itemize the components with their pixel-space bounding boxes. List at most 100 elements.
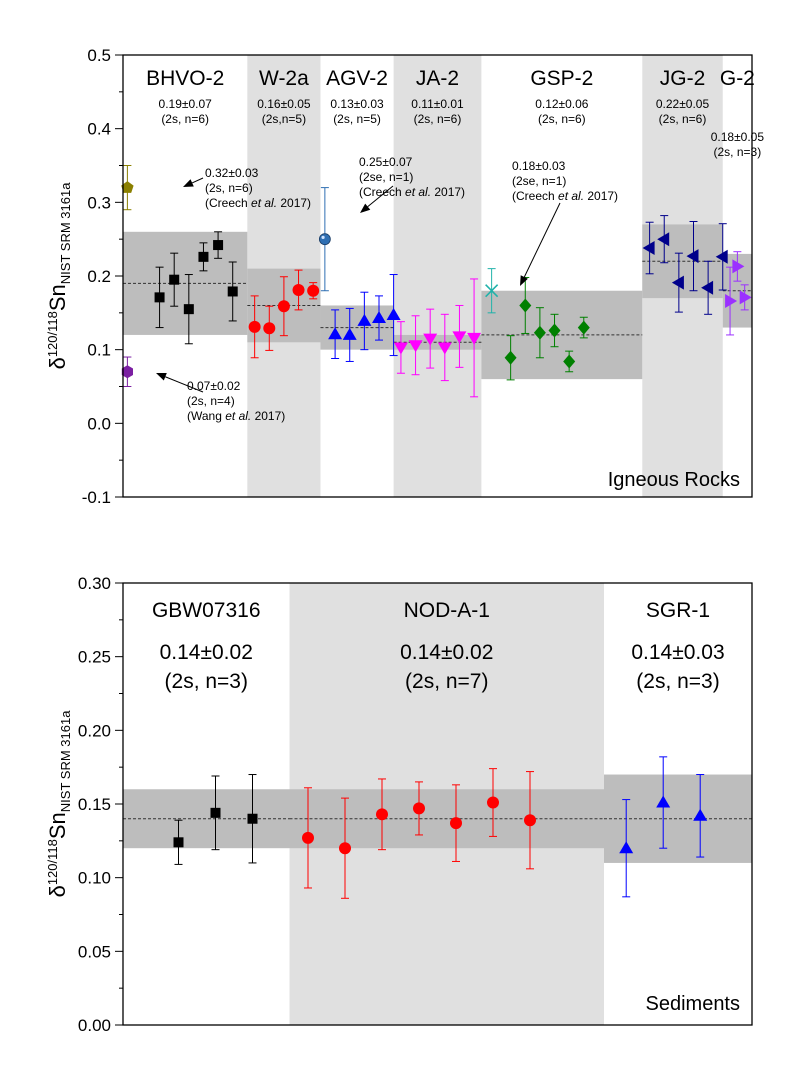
group-name-0: GBW07316 — [152, 599, 261, 622]
reference-citation-3: (Creech et al. 2017) — [512, 189, 618, 203]
y-tick-label-6: 0.30 — [78, 574, 111, 593]
group-mean-label-4: 0.12±0.06 — [535, 97, 589, 111]
reference-label-2-1: (2se, n=1) — [359, 170, 413, 184]
data-point-4-3 — [548, 323, 561, 338]
reference-arrow-2-shaft — [367, 185, 394, 208]
y-tick-label-4: 0.20 — [78, 721, 111, 740]
reference-arrow-3-head — [520, 275, 528, 286]
group-background-3 — [393, 55, 482, 497]
y-label-superscript: 120/118 — [45, 839, 60, 885]
data-point-4-4 — [563, 354, 576, 369]
y-label-main: Sn — [45, 812, 70, 839]
reference-arrow-2-head — [360, 203, 371, 213]
data-point-1-2 — [376, 808, 388, 821]
y-axis-label: δ120/118SnNIST SRM 3161a — [45, 710, 73, 898]
citation-pre: (Creech — [205, 196, 251, 210]
y-tick-label-3: 0.15 — [78, 795, 111, 814]
y-label-subscript: NIST SRM 3161a — [58, 182, 73, 284]
group-stat-label-2: (2s, n=3) — [636, 670, 719, 693]
data-point-1-0 — [248, 320, 261, 333]
data-point-5-5 — [715, 249, 728, 264]
group-name-1: NOD-A-1 — [404, 599, 490, 622]
data-point-1-3 — [413, 802, 425, 815]
data-point-3-2 — [423, 333, 438, 346]
data-point-1-2 — [277, 300, 290, 313]
group-stat-label-5: (2s, n=6) — [659, 112, 707, 126]
data-point-3-3 — [437, 342, 452, 355]
group-name-3: JA-2 — [416, 67, 459, 90]
y-label-subscript: NIST SRM 3161a — [58, 710, 73, 812]
y-tick-label-0: -0.1 — [82, 488, 111, 507]
data-point-6-2 — [739, 290, 752, 305]
reference-point-2-highlight — [321, 235, 325, 239]
data-point-1-6 — [524, 814, 536, 827]
data-point-3-4 — [452, 331, 467, 344]
y-tick-label-3: 0.2 — [87, 267, 111, 286]
reference-arrow-3 — [520, 202, 561, 286]
citation-post: 2017) — [277, 196, 311, 210]
y-tick-label-2: 0.1 — [87, 341, 111, 360]
reference-citation-0: (Creech et al. 2017) — [205, 196, 311, 210]
data-point-2-1 — [656, 795, 671, 808]
y-tick-label-6: 0.5 — [87, 46, 111, 65]
reference-label-0-1: (2s, n=6) — [205, 181, 253, 195]
data-point-1-1 — [263, 322, 276, 335]
reference-arrow-0 — [183, 177, 204, 187]
group-stat-label-0: (2s, n=3) — [165, 670, 248, 693]
data-point-6-1 — [732, 259, 745, 274]
citation-em: et al. — [558, 189, 584, 203]
y-tick-label-5: 0.4 — [87, 120, 111, 139]
group-mean-label-2: 0.14±0.03 — [631, 641, 724, 664]
group-name-2: AGV-2 — [326, 67, 388, 90]
y-label-prefix: δ — [45, 357, 70, 369]
data-point-1-4 — [450, 817, 462, 830]
group-name-6: G-2 — [720, 67, 755, 90]
reference-arrow-0-head — [183, 179, 194, 187]
y-tick-label-0: 0.00 — [78, 1016, 111, 1035]
reference-arrow-1 — [156, 373, 204, 393]
data-point-1-1 — [339, 842, 351, 855]
data-point-5-3 — [686, 249, 699, 264]
reference-label-2-0: 0.25±0.07 — [359, 155, 413, 169]
data-point-2-1 — [342, 327, 357, 340]
group-mean-label-2: 0.13±0.03 — [330, 97, 384, 111]
y-label-prefix: δ — [45, 885, 70, 897]
y-tick-label-1: 0.05 — [78, 942, 111, 961]
data-point-4-2 — [533, 325, 546, 340]
group-name-4: GSP-2 — [530, 67, 593, 90]
data-point-0-3 — [198, 251, 209, 262]
data-point-4-5 — [577, 320, 590, 335]
data-point-2-2 — [357, 313, 372, 326]
panel-label: Igneous Rocks — [608, 469, 740, 491]
reference-citation-1: (Wang et al. 2017) — [187, 409, 285, 423]
data-point-1-3 — [292, 283, 305, 296]
reference-label-1-1: (2s, n=4) — [187, 394, 235, 408]
data-point-2-3 — [372, 311, 386, 323]
data-point-4-1 — [519, 298, 532, 313]
data-point-4-0 — [504, 350, 517, 365]
y-tick-label-5: 0.25 — [78, 648, 111, 667]
group-stat-label-0: (2s, n=6) — [161, 112, 209, 126]
group-name-0: BHVO-2 — [146, 67, 224, 90]
reference-arrow-3-shaft — [523, 202, 561, 278]
reference-arrow-2 — [360, 185, 394, 213]
data-point-0-2 — [247, 813, 258, 824]
data-point-0-1 — [169, 274, 180, 285]
y-label-superscript: 120/118 — [45, 311, 60, 357]
y-tick-label-2: 0.10 — [78, 869, 111, 888]
data-point-1-4 — [307, 284, 320, 297]
reference-point-3-stroke-b — [485, 284, 499, 298]
igneous-rocks-panel: BHVO-20.19±0.07(2s, n=6)W-2a0.16±0.05(2s… — [45, 46, 764, 507]
data-point-0-0 — [154, 292, 165, 303]
data-point-0-0 — [173, 837, 184, 848]
data-point-2-0 — [619, 841, 634, 854]
data-point-2-4 — [386, 308, 401, 320]
reference-point-2 — [318, 233, 331, 246]
group-stat-label-2: (2s, n=5) — [333, 112, 381, 126]
citation-em: et al. — [225, 409, 251, 423]
y-axis-label: δ120/118SnNIST SRM 3161a — [45, 182, 73, 370]
group-mean-label-0: 0.19±0.07 — [159, 97, 213, 111]
reference-label-3-0: 0.18±0.03 — [512, 159, 566, 173]
citation-post: 2017) — [251, 409, 285, 423]
reference-point-1 — [121, 365, 133, 379]
